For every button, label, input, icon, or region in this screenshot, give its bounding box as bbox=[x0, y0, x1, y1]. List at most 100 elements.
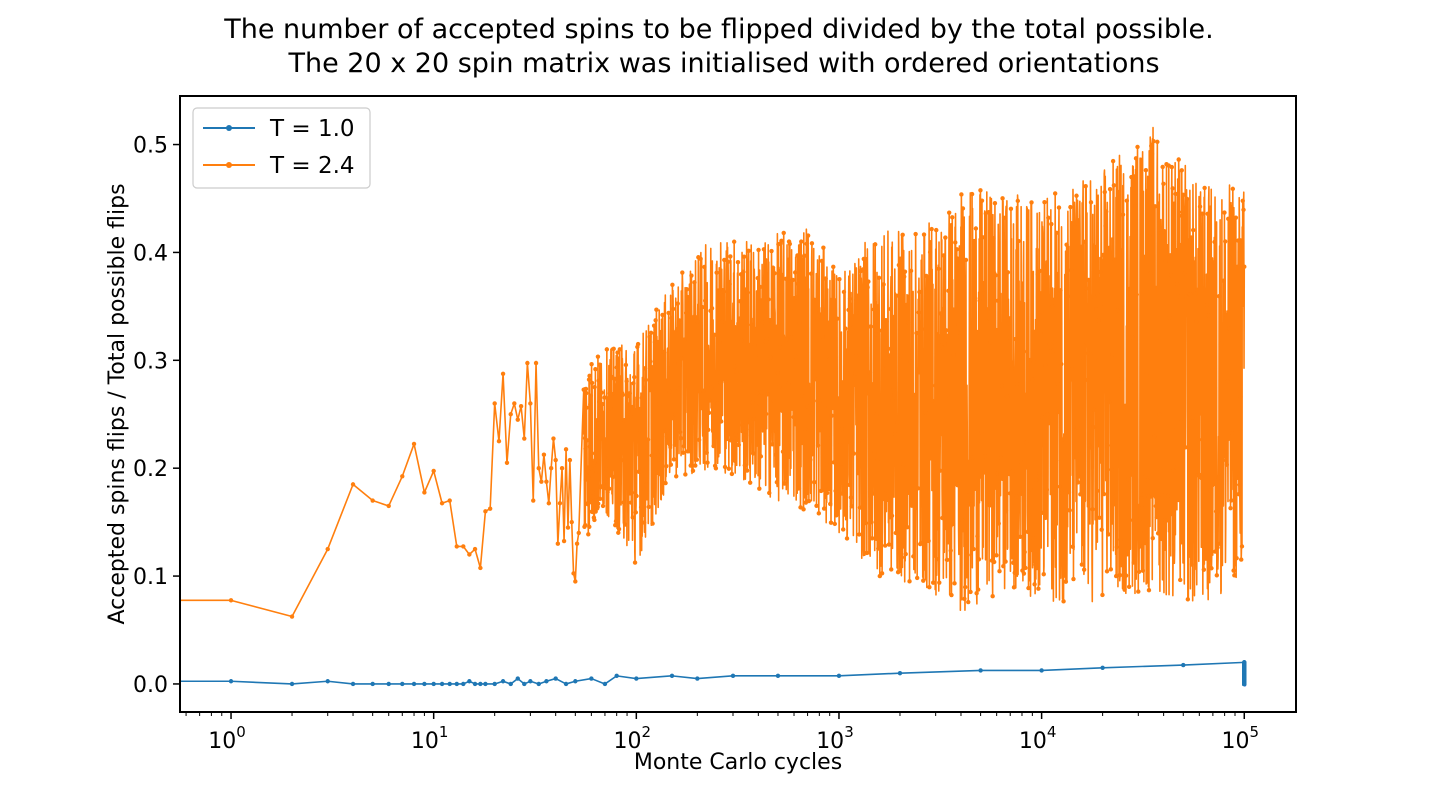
data-point bbox=[1029, 200, 1034, 205]
data-point bbox=[583, 386, 589, 392]
data-point bbox=[611, 346, 616, 352]
data-point bbox=[845, 371, 850, 376]
data-point bbox=[609, 374, 614, 379]
data-point bbox=[1049, 221, 1054, 227]
data-point bbox=[595, 504, 600, 510]
data-point bbox=[1168, 273, 1174, 278]
data-point bbox=[844, 348, 849, 353]
data-point bbox=[887, 353, 892, 358]
data-point bbox=[891, 387, 896, 392]
data-point bbox=[1009, 366, 1014, 372]
data-point bbox=[422, 681, 427, 687]
data-point bbox=[504, 460, 510, 465]
data-point bbox=[893, 530, 899, 536]
data-point bbox=[758, 454, 764, 459]
data-point bbox=[1156, 335, 1162, 340]
data-point bbox=[751, 416, 757, 421]
data-point bbox=[1033, 477, 1039, 483]
data-point bbox=[988, 242, 994, 247]
data-point bbox=[1056, 409, 1061, 415]
data-point bbox=[1053, 458, 1059, 463]
data-point bbox=[1226, 216, 1231, 222]
data-point bbox=[963, 584, 968, 590]
data-point bbox=[812, 377, 818, 382]
data-point bbox=[988, 340, 993, 345]
data-point bbox=[740, 422, 745, 428]
data-point bbox=[930, 398, 935, 403]
data-point bbox=[681, 444, 687, 449]
data-point bbox=[1049, 304, 1055, 309]
data-point bbox=[1112, 257, 1117, 263]
data-point bbox=[880, 366, 886, 371]
data-point bbox=[831, 460, 837, 465]
data-point bbox=[1198, 253, 1204, 259]
data-point bbox=[1239, 557, 1244, 562]
data-point bbox=[411, 441, 417, 447]
data-point bbox=[978, 188, 983, 193]
data-point bbox=[1141, 491, 1146, 497]
data-point bbox=[431, 468, 436, 474]
data-point bbox=[861, 256, 866, 262]
data-point bbox=[808, 271, 814, 276]
data-point bbox=[1078, 404, 1084, 410]
data-point bbox=[669, 673, 675, 679]
data-point bbox=[709, 306, 715, 311]
data-point bbox=[731, 458, 736, 463]
data-point bbox=[593, 494, 599, 499]
data-point bbox=[736, 442, 741, 448]
data-point bbox=[962, 596, 967, 601]
data-point bbox=[936, 266, 941, 271]
data-point bbox=[916, 310, 921, 315]
data-point bbox=[956, 322, 961, 327]
data-point bbox=[673, 412, 678, 417]
data-point bbox=[805, 404, 810, 409]
data-point bbox=[724, 415, 729, 421]
data-point bbox=[1146, 588, 1152, 593]
data-point bbox=[817, 398, 822, 404]
data-point bbox=[744, 433, 749, 438]
data-point bbox=[934, 227, 939, 233]
x-tick-label: 104 bbox=[1019, 723, 1057, 754]
data-point bbox=[847, 482, 852, 488]
data-point bbox=[996, 521, 1001, 526]
data-point bbox=[569, 519, 574, 525]
data-point bbox=[1178, 577, 1183, 583]
data-point bbox=[799, 239, 804, 244]
data-point bbox=[668, 462, 674, 467]
data-point bbox=[1052, 191, 1058, 196]
data-point bbox=[1026, 585, 1031, 591]
data-point bbox=[937, 580, 942, 585]
data-point bbox=[959, 517, 965, 523]
data-point bbox=[829, 413, 834, 418]
data-point bbox=[719, 319, 725, 325]
data-point bbox=[411, 681, 417, 687]
data-point bbox=[940, 345, 946, 351]
data-point bbox=[797, 320, 802, 325]
data-point bbox=[850, 325, 856, 330]
data-point bbox=[793, 354, 799, 359]
data-point bbox=[816, 511, 822, 516]
data-point bbox=[1158, 467, 1163, 472]
data-point bbox=[605, 489, 610, 495]
data-point bbox=[1122, 587, 1127, 592]
data-point bbox=[771, 398, 777, 403]
data-point bbox=[508, 412, 513, 417]
data-point bbox=[1110, 158, 1116, 164]
data-point bbox=[633, 510, 639, 515]
data-point bbox=[1090, 507, 1095, 512]
data-point bbox=[941, 253, 947, 258]
data-point bbox=[1236, 492, 1242, 497]
data-point bbox=[1242, 661, 1247, 666]
data-point bbox=[969, 191, 975, 197]
data-point bbox=[1059, 490, 1065, 496]
x-tick-label: 105 bbox=[1221, 723, 1259, 754]
data-point bbox=[949, 592, 954, 598]
data-point bbox=[1033, 562, 1038, 567]
data-point bbox=[898, 353, 904, 359]
data-point bbox=[878, 508, 883, 514]
data-point bbox=[598, 436, 603, 441]
data-point bbox=[590, 490, 595, 495]
data-point bbox=[787, 241, 793, 247]
data-point bbox=[586, 475, 591, 481]
data-point bbox=[839, 426, 844, 432]
